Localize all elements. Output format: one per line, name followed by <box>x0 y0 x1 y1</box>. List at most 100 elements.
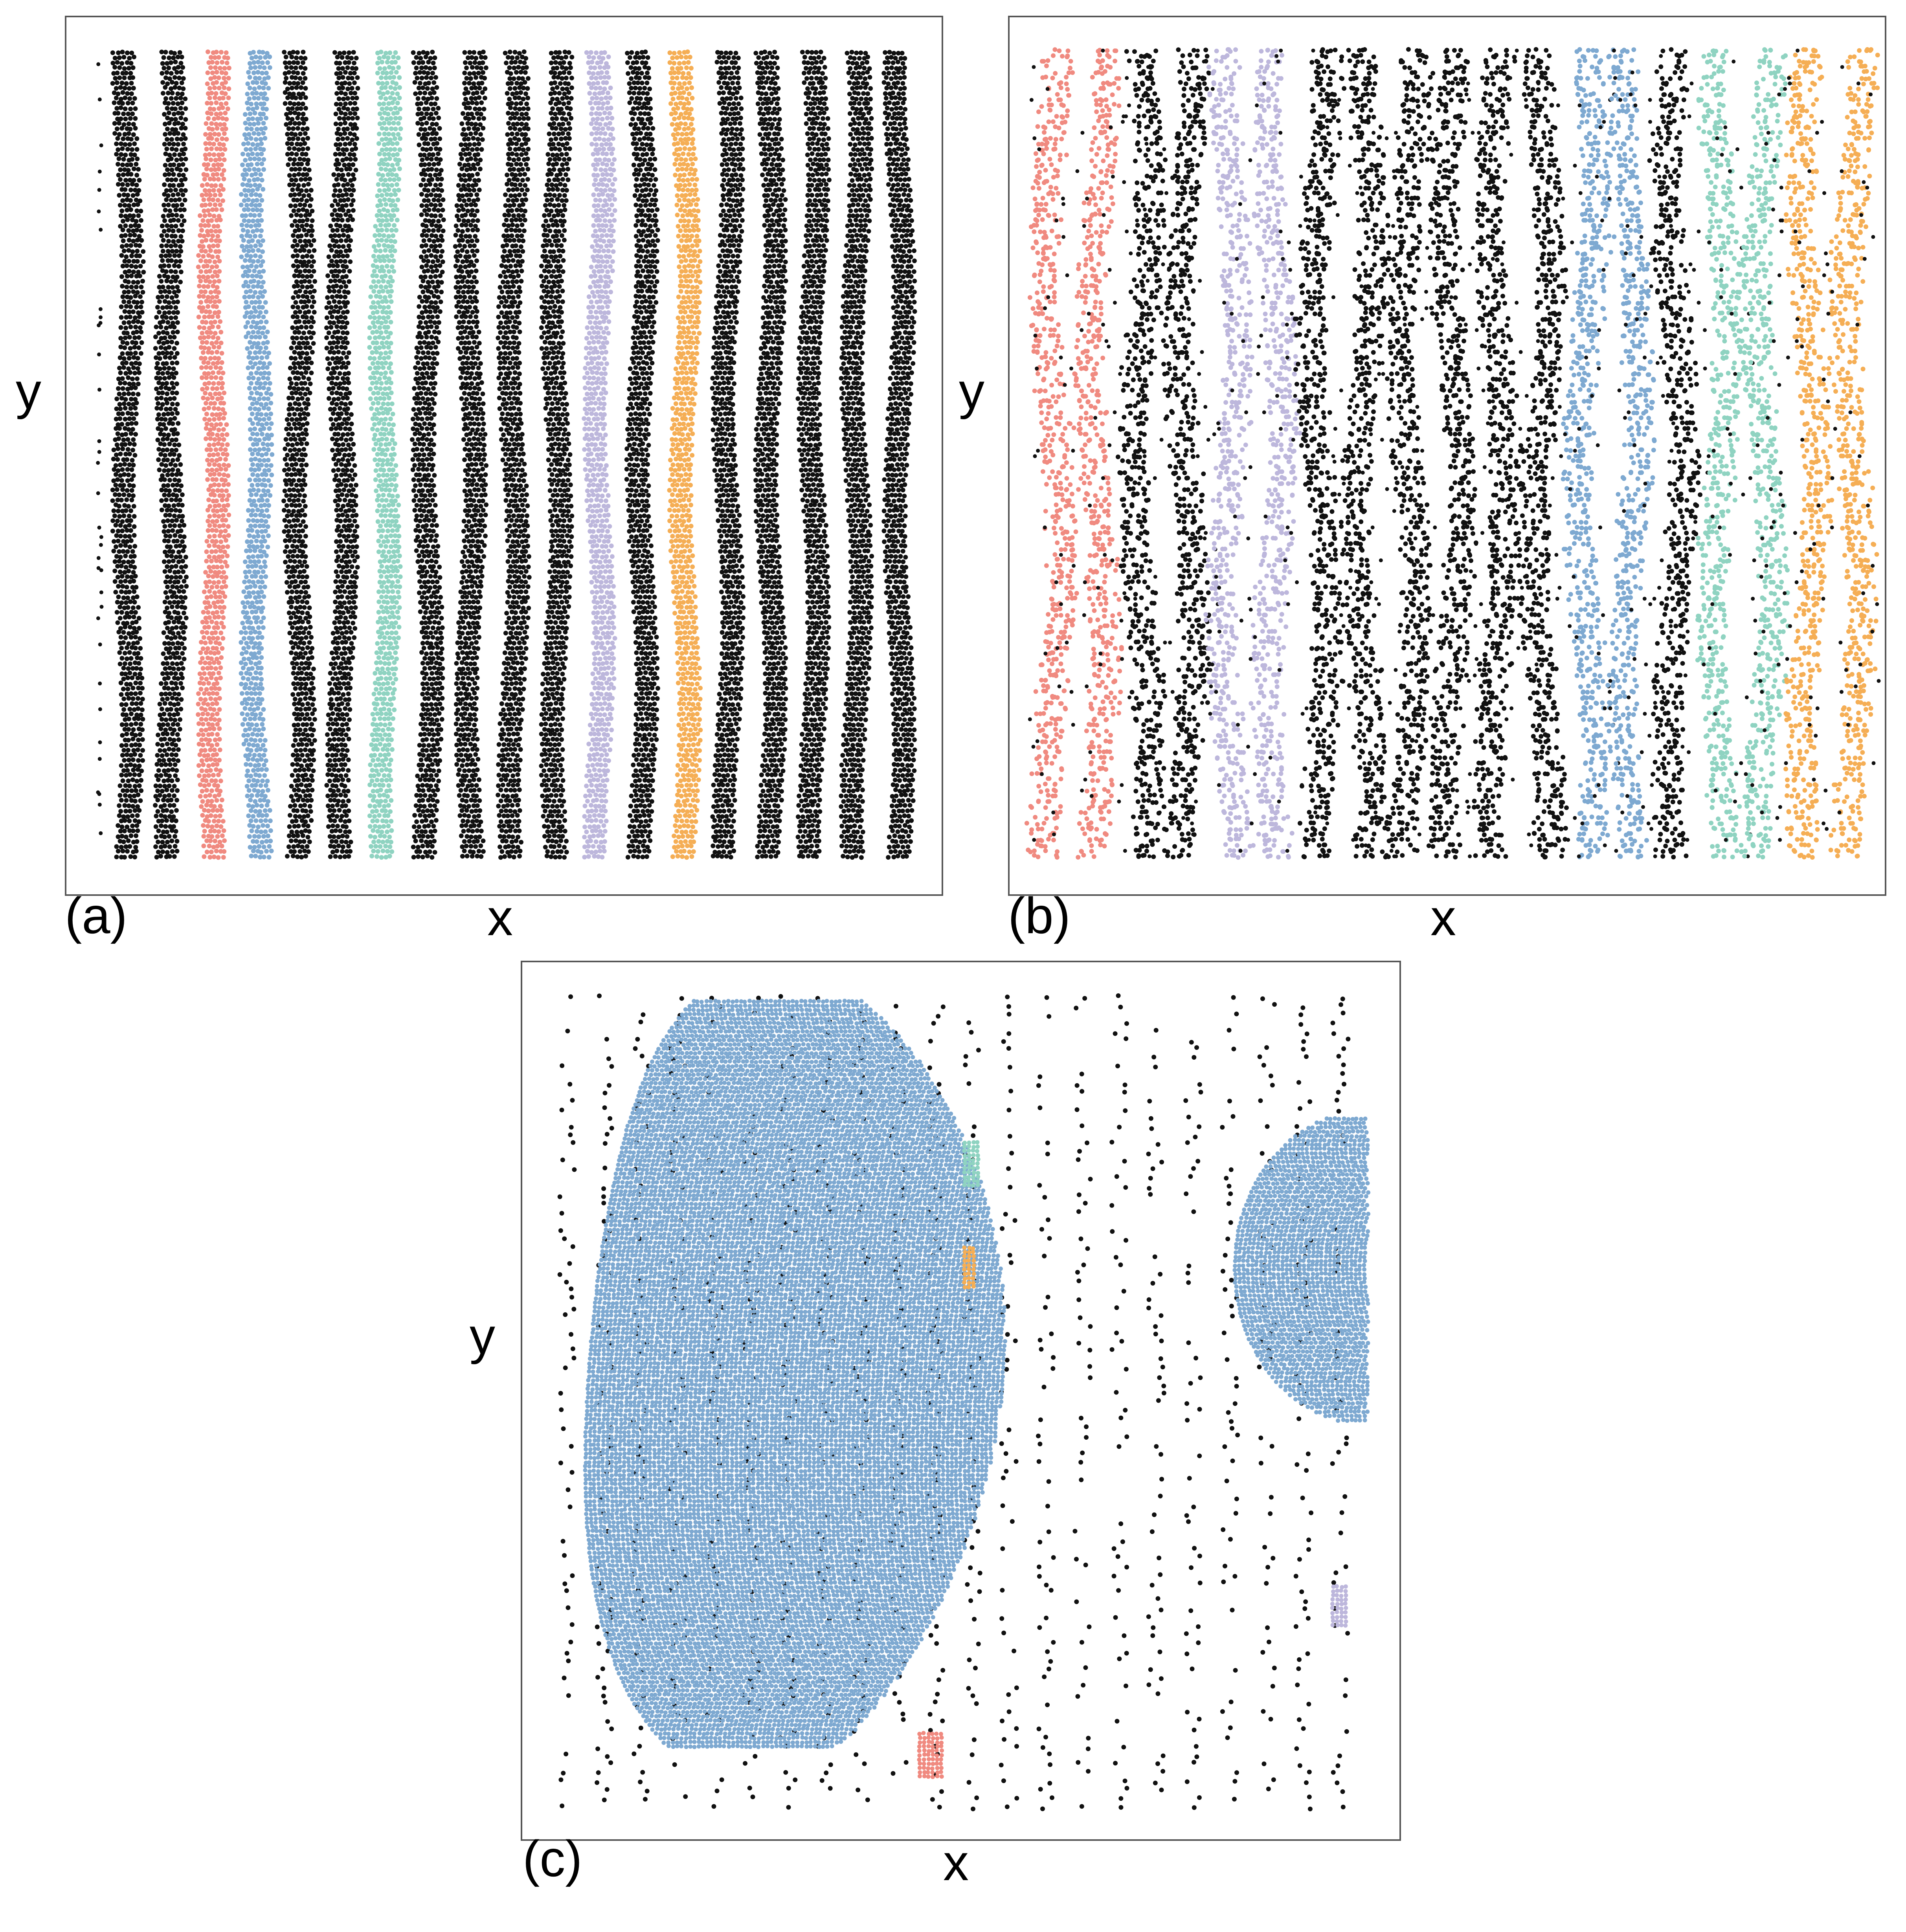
point <box>210 477 215 482</box>
point <box>290 325 295 330</box>
point <box>263 483 268 488</box>
point <box>301 71 306 76</box>
point <box>201 843 206 848</box>
point <box>176 163 182 168</box>
point <box>257 64 263 70</box>
point <box>123 187 128 192</box>
point <box>341 361 346 366</box>
point <box>247 178 252 183</box>
point <box>297 493 302 498</box>
point <box>125 387 130 392</box>
point <box>246 788 252 793</box>
point <box>133 798 138 804</box>
point <box>255 743 260 748</box>
point <box>345 86 351 92</box>
point <box>329 391 334 396</box>
point <box>115 477 120 482</box>
point <box>264 767 269 772</box>
point <box>114 533 119 538</box>
point <box>218 789 223 794</box>
point <box>384 117 389 122</box>
point <box>249 310 254 315</box>
point <box>254 198 259 203</box>
point <box>298 142 303 147</box>
point <box>396 187 401 193</box>
point <box>292 146 297 151</box>
point <box>283 478 288 483</box>
point <box>348 849 353 854</box>
point <box>305 217 310 222</box>
point <box>248 254 253 259</box>
point <box>121 157 126 162</box>
point <box>219 565 224 570</box>
point <box>345 127 350 131</box>
point <box>132 96 137 101</box>
point <box>203 707 208 712</box>
point <box>257 437 262 442</box>
point <box>295 325 300 330</box>
point <box>215 198 220 203</box>
point <box>217 589 222 594</box>
point <box>291 681 296 686</box>
point <box>136 661 141 666</box>
point <box>332 350 337 355</box>
point <box>345 702 350 707</box>
point <box>132 141 137 146</box>
point <box>340 85 345 90</box>
point <box>256 559 261 564</box>
point <box>294 605 299 611</box>
point <box>285 132 290 137</box>
point <box>248 65 253 70</box>
point <box>245 92 250 97</box>
point <box>215 60 220 65</box>
point <box>347 279 352 284</box>
point <box>117 132 122 137</box>
point <box>207 95 212 101</box>
point <box>160 268 165 273</box>
point <box>203 289 208 294</box>
point <box>169 615 174 620</box>
point <box>211 283 216 288</box>
point <box>163 172 167 177</box>
point <box>201 635 206 640</box>
point <box>309 818 314 823</box>
point <box>248 716 253 721</box>
point <box>285 533 290 538</box>
point <box>118 838 123 844</box>
point <box>392 248 397 253</box>
point <box>253 171 258 176</box>
point <box>174 437 179 442</box>
point <box>219 183 224 188</box>
point <box>221 416 226 421</box>
point <box>166 641 171 646</box>
point <box>265 442 270 447</box>
point <box>123 783 128 788</box>
point <box>337 488 342 493</box>
point <box>114 80 119 85</box>
point <box>157 722 162 727</box>
point <box>136 319 141 324</box>
point <box>340 376 345 381</box>
point <box>214 264 219 269</box>
point <box>175 411 180 416</box>
point <box>345 834 350 839</box>
point <box>287 182 292 187</box>
point <box>170 390 175 395</box>
point <box>118 569 123 574</box>
point <box>391 75 397 80</box>
point <box>307 783 312 788</box>
point <box>199 248 204 253</box>
point <box>348 71 353 76</box>
point <box>129 788 134 793</box>
point <box>160 840 165 845</box>
point <box>216 441 221 446</box>
point <box>382 66 387 71</box>
point <box>211 335 216 340</box>
point <box>266 514 271 519</box>
point <box>340 701 345 706</box>
point <box>165 472 170 477</box>
point <box>253 361 258 366</box>
point <box>340 833 345 838</box>
point <box>174 147 179 152</box>
point <box>118 473 123 478</box>
